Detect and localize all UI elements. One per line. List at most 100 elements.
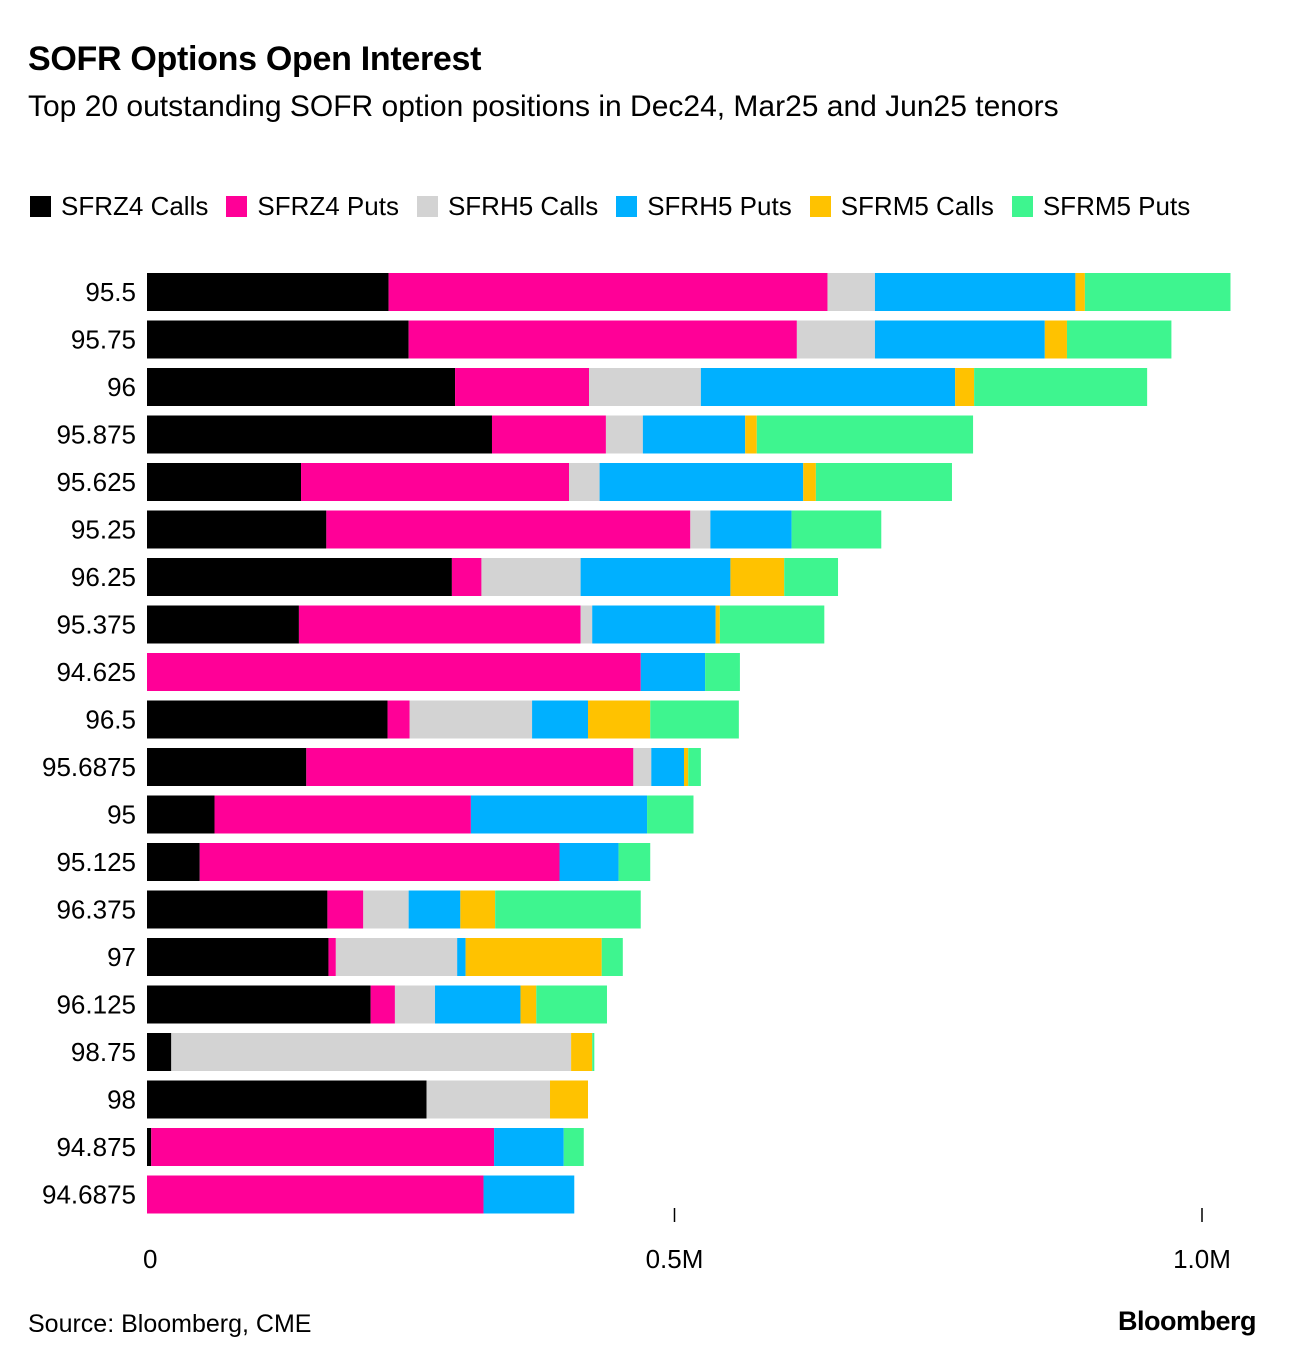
bar-segment [335, 938, 458, 976]
category-label: 95.6875 [42, 752, 136, 782]
legend-swatch [1011, 196, 1033, 217]
bar-segment [147, 795, 215, 834]
category-label: 95.375 [56, 610, 136, 640]
bar-segment [147, 320, 409, 359]
bar-segment [470, 795, 648, 834]
bar-segment [587, 700, 651, 739]
bar-segment [592, 1033, 595, 1071]
source-note: Source: Bloomberg, CME [28, 1310, 312, 1338]
bar-segment [683, 748, 689, 786]
legend-swatch [226, 196, 248, 217]
bar-segment [559, 843, 619, 881]
bar-segment [147, 510, 327, 549]
bar-segment [298, 605, 581, 644]
bar-segment [147, 558, 452, 596]
legend-item: SFRZ4 Calls [30, 188, 208, 224]
category-label: 94.625 [56, 657, 136, 687]
legend-label: SFRH5 Puts [647, 191, 792, 221]
bar-segment [147, 700, 388, 739]
bar-segment [491, 415, 606, 454]
bar-segment [690, 510, 711, 549]
bar-segment [715, 605, 720, 644]
bar-segment [756, 415, 974, 454]
bar-segment [580, 558, 731, 596]
bar-segment [147, 605, 299, 644]
bar-segment [719, 605, 825, 644]
category-label: 98 [107, 1085, 136, 1115]
bar-segment [199, 843, 560, 881]
legend-swatch [30, 196, 51, 217]
category-label: 95.25 [71, 515, 136, 545]
bar-segment [483, 1175, 575, 1214]
category-label: 96.125 [56, 990, 136, 1020]
category-label: 95.5 [85, 277, 136, 307]
bar-segment [550, 1080, 588, 1119]
bar-segment [784, 558, 839, 596]
bar-segment [700, 368, 956, 406]
bar-segment [147, 748, 307, 786]
bar-segment [955, 368, 975, 406]
bar-segment [745, 415, 757, 454]
bar-segment [147, 463, 302, 501]
bar-segment [520, 985, 537, 1024]
bar-segment [563, 1128, 584, 1166]
category-label: 96.25 [71, 562, 136, 592]
bar-segment [874, 273, 1076, 311]
legend-item: SFRZ4 Puts [226, 188, 399, 224]
chart-title: SOFR Options Open Interest [28, 40, 482, 78]
bar-segment [495, 890, 641, 929]
bar-segment [601, 938, 623, 976]
bar-segment [605, 415, 643, 454]
category-label: 95.75 [71, 325, 136, 355]
bar-segment [1084, 273, 1231, 311]
bar-segment [494, 1128, 564, 1166]
bar-segment [815, 463, 952, 501]
bar-segment [147, 985, 371, 1024]
x-tick-label: 0.5M [646, 1244, 704, 1274]
bar-segment [710, 510, 792, 549]
bar-segment [580, 605, 593, 644]
bar-segment [388, 273, 828, 311]
bar-segment [363, 890, 409, 929]
bar-segment [571, 1033, 593, 1071]
bar-segment [147, 938, 329, 976]
bar-segment [214, 795, 471, 834]
bar-segment [974, 368, 1148, 406]
bar-segment [647, 795, 694, 834]
bar-segment [147, 415, 492, 454]
bar-segment [569, 463, 600, 501]
bar-segment [457, 938, 466, 976]
bar-segment [426, 1080, 551, 1119]
category-label: 96 [107, 372, 136, 402]
bar-segment [803, 463, 816, 501]
legend: SFRZ4 Calls SFRZ4 Puts SFRH5 Calls SFRH5 Pu… [30, 188, 1270, 224]
bar-segment [618, 843, 651, 881]
category-label: 94.6875 [42, 1180, 136, 1210]
bar-segment [465, 938, 602, 976]
bar-segment [589, 368, 701, 406]
legend-label: SFRZ4 Puts [257, 191, 399, 221]
bar-segment [640, 653, 706, 691]
bar-segment [1075, 273, 1085, 311]
bar-segment [435, 985, 521, 1024]
legend-label: SFRH5 Calls [447, 191, 599, 221]
bar-segment [147, 368, 456, 406]
legend-item: SFRM5 Puts [1011, 188, 1190, 224]
bar-segment [301, 463, 569, 501]
category-label: 95 [107, 800, 136, 830]
bar-segment [633, 748, 652, 786]
bar-segment [328, 938, 336, 976]
legend-swatch [616, 196, 638, 217]
bar-segment [394, 985, 436, 1024]
category-label: 96.375 [56, 895, 136, 925]
legend-item: SFRH5 Puts [616, 188, 792, 224]
bar-segment [326, 510, 691, 549]
bar-segment [147, 273, 389, 311]
category-label: 95.625 [56, 467, 136, 497]
bar-segment [455, 368, 590, 406]
category-label: 94.875 [56, 1132, 136, 1162]
bar-segment [147, 1033, 172, 1071]
bar-segment [370, 985, 395, 1024]
bar-segment [408, 890, 461, 929]
bar-segment [147, 1128, 152, 1166]
